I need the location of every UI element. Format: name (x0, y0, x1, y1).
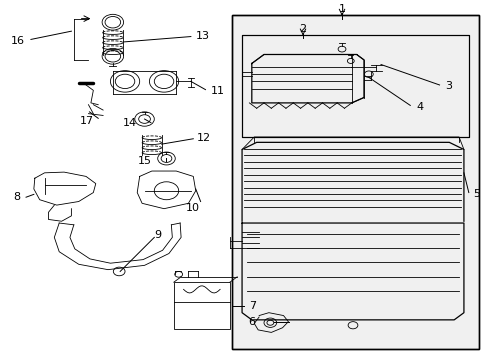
Text: 7: 7 (249, 301, 256, 311)
Text: 10: 10 (186, 203, 200, 213)
Text: 12: 12 (197, 133, 211, 143)
Text: 4: 4 (415, 102, 423, 112)
Text: 3: 3 (445, 81, 451, 91)
Bar (242, 35, 468, 137)
Text: 1: 1 (338, 4, 345, 14)
Text: 5: 5 (472, 189, 479, 199)
Bar (232, 15, 478, 348)
Text: 16: 16 (11, 36, 25, 46)
Bar (173, 282, 229, 329)
Text: 13: 13 (195, 31, 209, 41)
Text: 9: 9 (154, 230, 161, 240)
Text: 6: 6 (247, 317, 254, 327)
Bar (242, 35, 468, 137)
Text: 11: 11 (210, 86, 224, 96)
Text: 17: 17 (80, 116, 94, 126)
Text: 2: 2 (299, 24, 306, 35)
Bar (232, 15, 478, 348)
Text: 14: 14 (123, 118, 137, 128)
Text: 8: 8 (13, 192, 20, 202)
Text: 15: 15 (138, 156, 152, 166)
